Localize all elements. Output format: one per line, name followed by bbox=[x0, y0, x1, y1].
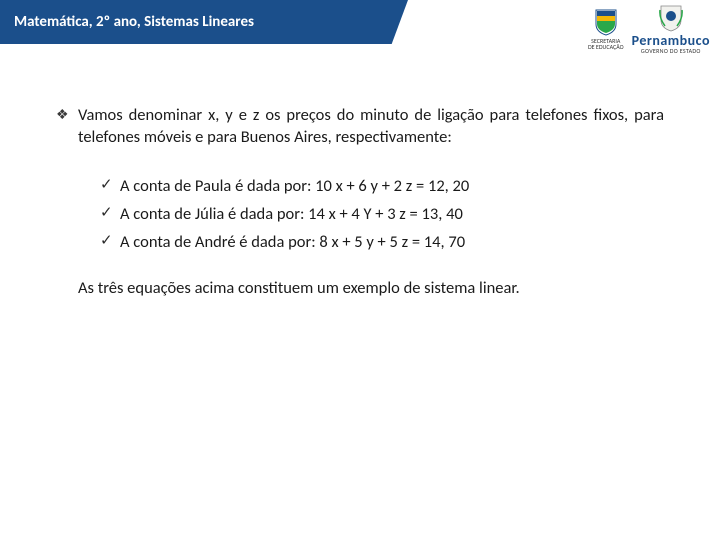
title-banner: Matemática, 2º ano, Sistemas Lineares bbox=[0, 0, 408, 44]
secretaria-logo: SECRETARIA DE EDUCAÇÃO bbox=[588, 8, 624, 50]
state-wordmark: Pernambuco bbox=[632, 34, 710, 48]
secretaria-text-bottom: DE EDUCAÇÃO bbox=[588, 44, 624, 50]
check-icon: ✓ bbox=[100, 203, 120, 225]
shield-icon bbox=[594, 8, 618, 36]
state-wordmark-sub: GOVERNO DO ESTADO bbox=[641, 48, 701, 54]
intro-text: Vamos denominar x, y e z os preços do mi… bbox=[78, 104, 664, 149]
state-logo: Pernambuco GOVERNO DO ESTADO bbox=[632, 4, 710, 54]
check-icon: ✓ bbox=[100, 231, 120, 253]
check-item: ✓A conta de Paula é dada por: 10 x + 6 y… bbox=[100, 175, 664, 197]
check-text: A conta de Paula é dada por: 10 x + 6 y … bbox=[120, 175, 469, 197]
closing-text: As três equações acima constituem um exe… bbox=[56, 277, 664, 299]
diamond-bullet-icon: ❖ bbox=[56, 104, 78, 149]
coat-of-arms-icon bbox=[659, 4, 683, 32]
intro-block: ❖ Vamos denominar x, y e z os preços do … bbox=[56, 104, 664, 149]
slide-content: ❖ Vamos denominar x, y e z os preços do … bbox=[0, 44, 720, 320]
slide-header: Matemática, 2º ano, Sistemas Lineares SE… bbox=[0, 0, 720, 44]
check-list: ✓A conta de Paula é dada por: 10 x + 6 y… bbox=[56, 175, 664, 254]
check-item: ✓A conta de André é dada por: 8 x + 5 y … bbox=[100, 231, 664, 253]
logo-area: SECRETARIA DE EDUCAÇÃO Pernambuco GOVERN… bbox=[588, 4, 710, 54]
check-text: A conta de Júlia é dada por: 14 x + 4 Y … bbox=[120, 203, 463, 225]
check-icon: ✓ bbox=[100, 175, 120, 197]
check-item: ✓A conta de Júlia é dada por: 14 x + 4 Y… bbox=[100, 203, 664, 225]
check-text: A conta de André é dada por: 8 x + 5 y +… bbox=[120, 231, 465, 253]
slide-title: Matemática, 2º ano, Sistemas Lineares bbox=[14, 13, 254, 31]
